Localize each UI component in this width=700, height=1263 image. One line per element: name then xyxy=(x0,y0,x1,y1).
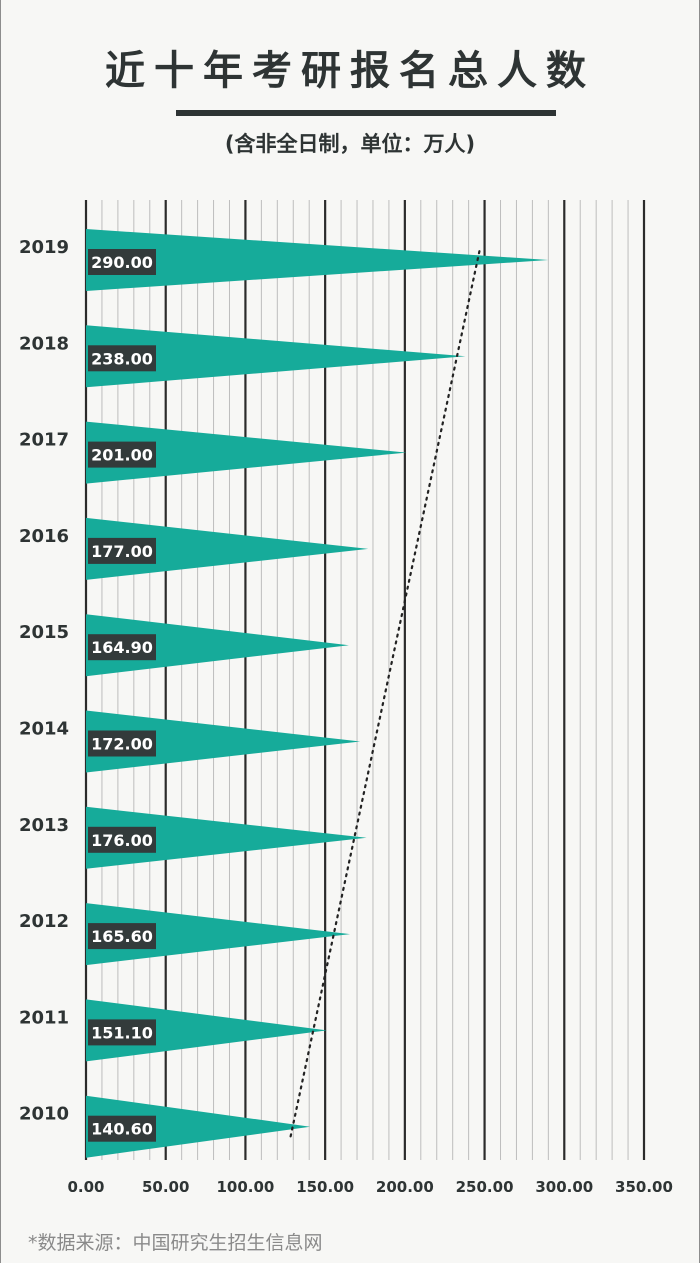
x-tick-label: 250.00 xyxy=(456,1178,514,1196)
bars xyxy=(86,229,549,1158)
x-tick-label: 100.00 xyxy=(216,1178,274,1196)
data-label-bg xyxy=(88,249,156,275)
year-label: 2011 xyxy=(19,1007,69,1028)
year-label: 2010 xyxy=(19,1104,69,1125)
year-label: 2015 xyxy=(19,622,69,643)
data-label: 140.60 xyxy=(91,1120,153,1139)
data-label: 201.00 xyxy=(91,446,153,465)
data-label-bg xyxy=(88,923,156,950)
chart-title: 近十年考研报名总人数 xyxy=(105,48,595,94)
year-label: 2019 xyxy=(19,237,69,258)
x-tick-label: 300.00 xyxy=(535,1178,593,1196)
trendline-group xyxy=(289,249,481,1138)
data-label-bg xyxy=(88,826,156,853)
bar xyxy=(86,903,351,966)
year-label: 2018 xyxy=(19,333,69,354)
chart-subtitle: (含非全日制，单位：万人) xyxy=(224,132,476,156)
trendline xyxy=(289,249,481,1138)
year-label: 2017 xyxy=(19,430,69,451)
data-label-bg xyxy=(88,1115,156,1142)
bar xyxy=(86,229,549,291)
data-label-bg xyxy=(88,345,156,372)
data-label-bg xyxy=(88,537,156,564)
x-tick-labels: 0.00 50.00 100.00 150.00 200.00 250.00 300.00 3… xyxy=(67,1178,672,1196)
year-label: 2012 xyxy=(19,911,69,932)
data-label-bg xyxy=(88,441,156,468)
data-label: 177.00 xyxy=(91,542,153,561)
data-label: 165.60 xyxy=(91,927,153,946)
x-tick-label: 200.00 xyxy=(376,1178,434,1196)
year-label: 2016 xyxy=(19,526,69,547)
data-label: 176.00 xyxy=(91,831,153,850)
frame-left-border xyxy=(0,0,1,1263)
x-tick-label: 150.00 xyxy=(296,1178,354,1196)
x-tick-label: 350.00 xyxy=(615,1178,673,1196)
bar xyxy=(86,999,327,1062)
bar xyxy=(86,710,361,773)
data-label: 151.10 xyxy=(91,1023,153,1042)
data-label: 172.00 xyxy=(91,735,153,754)
year-label: 2013 xyxy=(19,815,69,836)
data-source-note: *数据来源：中国研究生招生信息网 xyxy=(28,1232,323,1254)
x-tick-label: 0.00 xyxy=(67,1178,104,1196)
data-label-bg xyxy=(88,1019,156,1046)
year-label: 2014 xyxy=(19,719,69,740)
bar xyxy=(86,325,466,388)
data-label: 238.00 xyxy=(91,349,153,368)
bar xyxy=(86,1095,311,1158)
data-label: 164.90 xyxy=(91,638,153,657)
data-label-bg xyxy=(88,730,156,757)
bar xyxy=(86,806,367,869)
x-tick-label: 50.00 xyxy=(142,1178,189,1196)
bar xyxy=(86,421,407,484)
data-label-bg xyxy=(88,634,156,661)
title-underline xyxy=(176,110,556,116)
bar xyxy=(86,517,369,580)
bar xyxy=(86,614,349,677)
value-labels: 290.00 238.00 201.00 177.00 164.90 172.00 176.… xyxy=(88,249,156,1142)
year-labels: 2019 2018 2017 2016 2015 2014 2013 2012 2011 2010 xyxy=(19,237,69,1125)
data-label: 290.00 xyxy=(91,253,153,272)
